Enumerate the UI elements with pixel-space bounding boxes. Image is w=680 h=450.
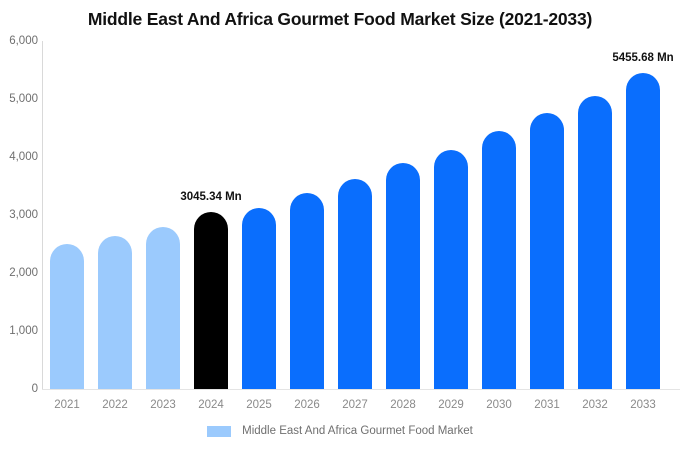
- y-axis-line: [42, 41, 43, 390]
- bar-value-label-2024: 3045.34 Mn: [180, 191, 242, 204]
- x-axis-line: [42, 389, 680, 390]
- bar-2029[interactable]: [434, 149, 468, 389]
- x-axis-tick-label: 2024: [198, 399, 224, 411]
- bar-2031[interactable]: [530, 112, 564, 389]
- bar-2030[interactable]: [482, 130, 516, 389]
- x-axis-tick-label: 2027: [342, 399, 368, 411]
- y-axis-tick-label: 2,000: [9, 267, 38, 279]
- legend-swatch-icon: [207, 425, 232, 437]
- x-axis-tick-label: 2028: [390, 399, 416, 411]
- legend-label: Middle East And Africa Gourmet Food Mark…: [242, 425, 473, 437]
- x-axis-tick-label: 2026: [294, 399, 320, 411]
- bar-2023[interactable]: [146, 227, 180, 389]
- y-axis-tick-label: 4,000: [9, 151, 38, 163]
- chart-title: Middle East And Africa Gourmet Food Mark…: [87, 9, 593, 29]
- bar-2027[interactable]: [338, 178, 372, 389]
- bar-2025[interactable]: [242, 207, 276, 389]
- x-axis-tick-label: 2030: [486, 399, 512, 411]
- bar-2032[interactable]: [578, 95, 612, 389]
- y-axis-tick-label: 1,000: [9, 325, 38, 337]
- bar-2024[interactable]: [194, 212, 228, 389]
- x-axis-tick-label: 2031: [534, 399, 560, 411]
- y-axis-tick-label: 0: [31, 383, 38, 395]
- bar-2028[interactable]: [386, 162, 420, 389]
- bar-2026[interactable]: [290, 192, 324, 389]
- x-axis-tick-label: 2023: [150, 399, 176, 411]
- x-axis-tick-label: 2032: [582, 399, 608, 411]
- y-axis-tick-label: 3,000: [9, 209, 38, 221]
- x-axis-tick-label: 2022: [102, 399, 128, 411]
- x-axis-tick-label: 2025: [246, 399, 272, 411]
- y-axis-tick-label: 5,000: [9, 93, 38, 105]
- bar-2022[interactable]: [98, 236, 132, 389]
- bar-2033[interactable]: [626, 72, 660, 389]
- bar-2021[interactable]: [50, 244, 84, 389]
- y-axis-tick-label: 6,000: [9, 35, 38, 47]
- x-axis-tick-label: 2029: [438, 399, 464, 411]
- x-axis-tick-label: 2033: [630, 399, 656, 411]
- bar-value-label-2033: 5455.68 Mn: [612, 51, 674, 64]
- y-axis-tick-labels: 6,000 5,000 4,000 3,000 2,000 1,000 0: [0, 0, 38, 450]
- chart-legend: Middle East And Africa Gourmet Food Mark…: [0, 425, 680, 437]
- x-axis-tick-label: 2021: [54, 399, 80, 411]
